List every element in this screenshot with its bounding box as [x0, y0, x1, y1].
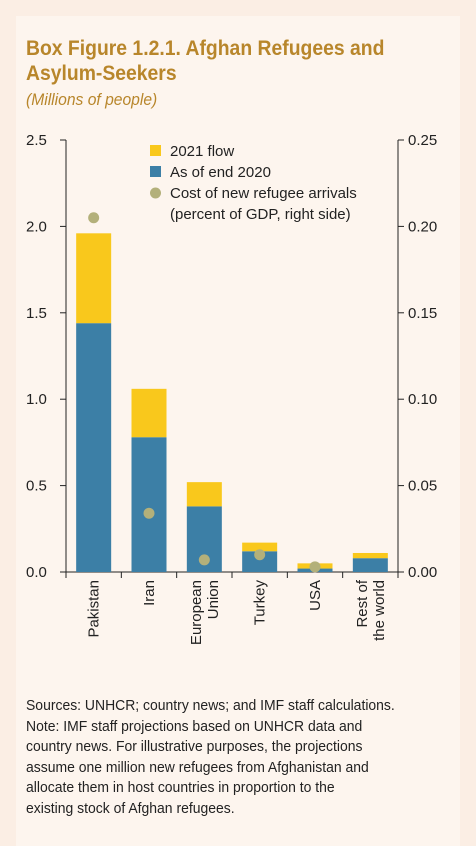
bar-end-2020	[242, 551, 278, 572]
figure-title: Box Figure 1.2.1. Afghan Refugees and As…	[26, 36, 413, 86]
cost-dot	[143, 507, 155, 519]
bar-2021-flow	[186, 482, 222, 507]
legend-swatch-cost	[150, 187, 161, 199]
legend-label-cost-unit: (percent of GDP, right side)	[170, 206, 351, 223]
note-line: existing stock of Afghan refugees.	[26, 799, 235, 817]
right-tick-label: 0.10	[408, 391, 437, 408]
note-line: assume one million new refugees from Afg…	[26, 758, 369, 776]
right-tick-label: 0.05	[408, 478, 437, 495]
category-label: EuropeanUnion	[188, 580, 222, 645]
cost-dot	[254, 549, 266, 561]
right-tick-label: 0.20	[408, 218, 437, 235]
bar-end-2020	[76, 323, 112, 572]
bar-end-2020	[352, 558, 388, 572]
legend-label-cost: Cost of new refugee arrivals	[170, 185, 357, 202]
source-notes: Sources: UNHCR; country news; and IMF st…	[26, 696, 435, 819]
bar-2021-flow	[76, 233, 112, 324]
left-tick-label: 0.5	[26, 478, 47, 495]
right-tick-label: 0.00	[408, 564, 437, 581]
right-tick-label: 0.15	[408, 305, 437, 322]
bar-2021-flow	[131, 388, 167, 438]
category-label: Turkey	[252, 580, 269, 626]
legend-label-end-2020: As of end 2020	[170, 164, 271, 181]
legend-swatch-end-2020	[150, 166, 161, 177]
category-label: Pakistan	[86, 580, 103, 638]
right-tick-label: 0.25	[408, 132, 437, 149]
left-tick-label: 0.0	[26, 564, 47, 581]
category-label: Rest ofthe world	[354, 579, 388, 641]
figure-subtitle: (Millions of people)	[26, 90, 158, 109]
note-line: country news. For illustrative purposes,…	[26, 738, 363, 755]
left-tick-label: 2.5	[26, 132, 47, 149]
title-line-2: Asylum-Seekers	[26, 61, 177, 85]
cost-dot	[309, 561, 321, 573]
left-tick-label: 2.0	[26, 218, 47, 235]
category-label: Iran	[141, 580, 158, 606]
note-line: Sources: UNHCR; country news; and IMF st…	[26, 697, 395, 714]
bar-2021-flow	[242, 542, 278, 552]
bar-end-2020	[131, 437, 167, 572]
title-line-1: Box Figure 1.2.1. Afghan Refugees and	[26, 36, 385, 60]
left-tick-label: 1.0	[26, 391, 47, 408]
left-tick-label: 1.5	[26, 305, 47, 322]
note-line: Note: IMF staff projections based on UNH…	[26, 717, 363, 735]
category-label: USA	[307, 580, 324, 611]
note-line: allocate them in host countries in propo…	[26, 779, 335, 796]
cost-dot	[88, 212, 100, 224]
legend-label-flow: 2021 flow	[170, 143, 234, 160]
cost-dot	[198, 554, 210, 566]
legend-swatch-flow	[150, 145, 161, 156]
bar-2021-flow	[352, 552, 388, 559]
